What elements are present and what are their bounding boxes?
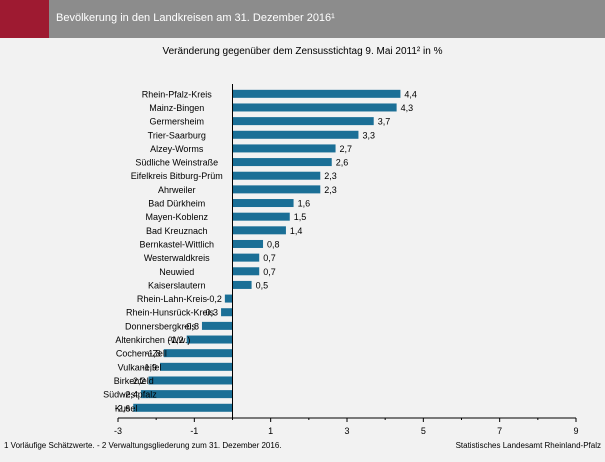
bar — [140, 390, 233, 399]
value-label: 4,3 — [401, 103, 414, 113]
category-label: Südliche Weinstraße — [135, 158, 218, 168]
value-label: 2,3 — [324, 185, 337, 195]
value-label: -2,2 — [130, 376, 146, 386]
category-label: Bad Kreuznach — [146, 226, 208, 236]
bar — [159, 362, 233, 371]
value-label: 2,3 — [324, 171, 337, 181]
value-label: 0,5 — [256, 280, 269, 290]
bar — [186, 335, 233, 344]
bar — [232, 171, 321, 180]
category-label: Trier-Saarburg — [148, 130, 206, 140]
x-tick-label: 7 — [497, 426, 502, 436]
bar — [201, 321, 233, 330]
category-label: Bad Dürkheim — [148, 199, 205, 209]
value-label: -1,2 — [168, 335, 184, 345]
chart-title: Bevölkerung in den Landkreisen am 31. De… — [56, 12, 335, 24]
category-label: Westerwaldkreis — [144, 253, 210, 263]
bar — [232, 212, 290, 221]
category-label: Vulkaneifel — [118, 362, 162, 372]
bar — [232, 144, 336, 153]
x-tick-label: 1 — [268, 426, 273, 436]
category-label: Kaiserslautern — [148, 280, 206, 290]
source-credit: Statistisches Landesamt Rheinland-Pfalz — [455, 441, 601, 450]
bar — [133, 403, 233, 412]
category-label: Alzey-Worms — [150, 144, 204, 154]
bar — [232, 239, 264, 248]
chart-subtitle: Veränderung gegenüber dem Zensusstichtag… — [162, 46, 443, 57]
category-label: Eifelkreis Bitburg-Prüm — [131, 171, 223, 181]
category-label: Mayen-Koblenz — [145, 212, 208, 222]
category-label: Rhein-Lahn-Kreis — [137, 294, 208, 304]
bar — [163, 349, 233, 358]
bar — [221, 308, 233, 317]
footnote: 1 Vorläufige Schätzwerte. - 2 Verwaltung… — [4, 441, 282, 450]
value-label: 0,7 — [263, 253, 276, 263]
x-tick-label: 3 — [344, 426, 349, 436]
value-label: 0,8 — [267, 239, 280, 249]
category-label: Südwestpfalz — [103, 390, 157, 400]
value-label: -0,2 — [206, 294, 222, 304]
x-tick-label: -1 — [190, 426, 198, 436]
x-tick-label: 5 — [421, 426, 426, 436]
x-tick-label: -3 — [114, 426, 122, 436]
bar — [232, 130, 359, 139]
category-label: Kusel — [115, 403, 138, 413]
bar — [232, 185, 321, 194]
value-label: -2,4 — [122, 390, 138, 400]
value-label: -0,3 — [203, 308, 219, 318]
category-label: Neuwied — [159, 267, 194, 277]
category-label: Ahrweiler — [158, 185, 196, 195]
category-label: Rhein-Pfalz-Kreis — [142, 89, 213, 99]
value-label: 3,7 — [378, 117, 391, 127]
category-label: Mainz-Bingen — [149, 103, 204, 113]
value-label: 2,7 — [340, 144, 353, 154]
value-label: 4,4 — [404, 89, 417, 99]
bar — [232, 103, 397, 112]
x-tick-label: 9 — [573, 426, 578, 436]
value-label: -2,6 — [115, 403, 131, 413]
value-label: -1,9 — [141, 362, 157, 372]
bar — [148, 376, 233, 385]
value-label: 1,6 — [298, 199, 311, 209]
category-label: Donnersbergkreis — [125, 321, 197, 331]
bar — [232, 253, 260, 262]
bar — [232, 89, 401, 98]
bar — [232, 280, 252, 289]
value-label: 1,5 — [294, 212, 307, 222]
bar — [232, 267, 260, 276]
bar — [224, 294, 233, 303]
category-label: Altenkirchen (Ww.) — [115, 335, 190, 345]
category-label: Rhein-Hunsrück-Kreis — [126, 308, 215, 318]
category-label: Bernkastel-Wittlich — [139, 239, 214, 249]
category-label: Cochem-Zell — [116, 349, 167, 359]
header-bar — [0, 0, 605, 38]
bar — [232, 226, 286, 235]
bar — [232, 117, 374, 126]
value-label: -1,8 — [145, 349, 161, 359]
value-label: 0,7 — [263, 267, 276, 277]
bar — [232, 199, 294, 208]
value-label: -0,8 — [183, 321, 199, 331]
value-label: 3,3 — [362, 130, 375, 140]
bar — [232, 158, 332, 167]
category-label: Birkenfeld — [114, 376, 154, 386]
value-label: 2,6 — [336, 158, 349, 168]
category-label: Germersheim — [149, 117, 204, 127]
header-accent — [0, 0, 49, 38]
value-label: 1,4 — [290, 226, 303, 236]
